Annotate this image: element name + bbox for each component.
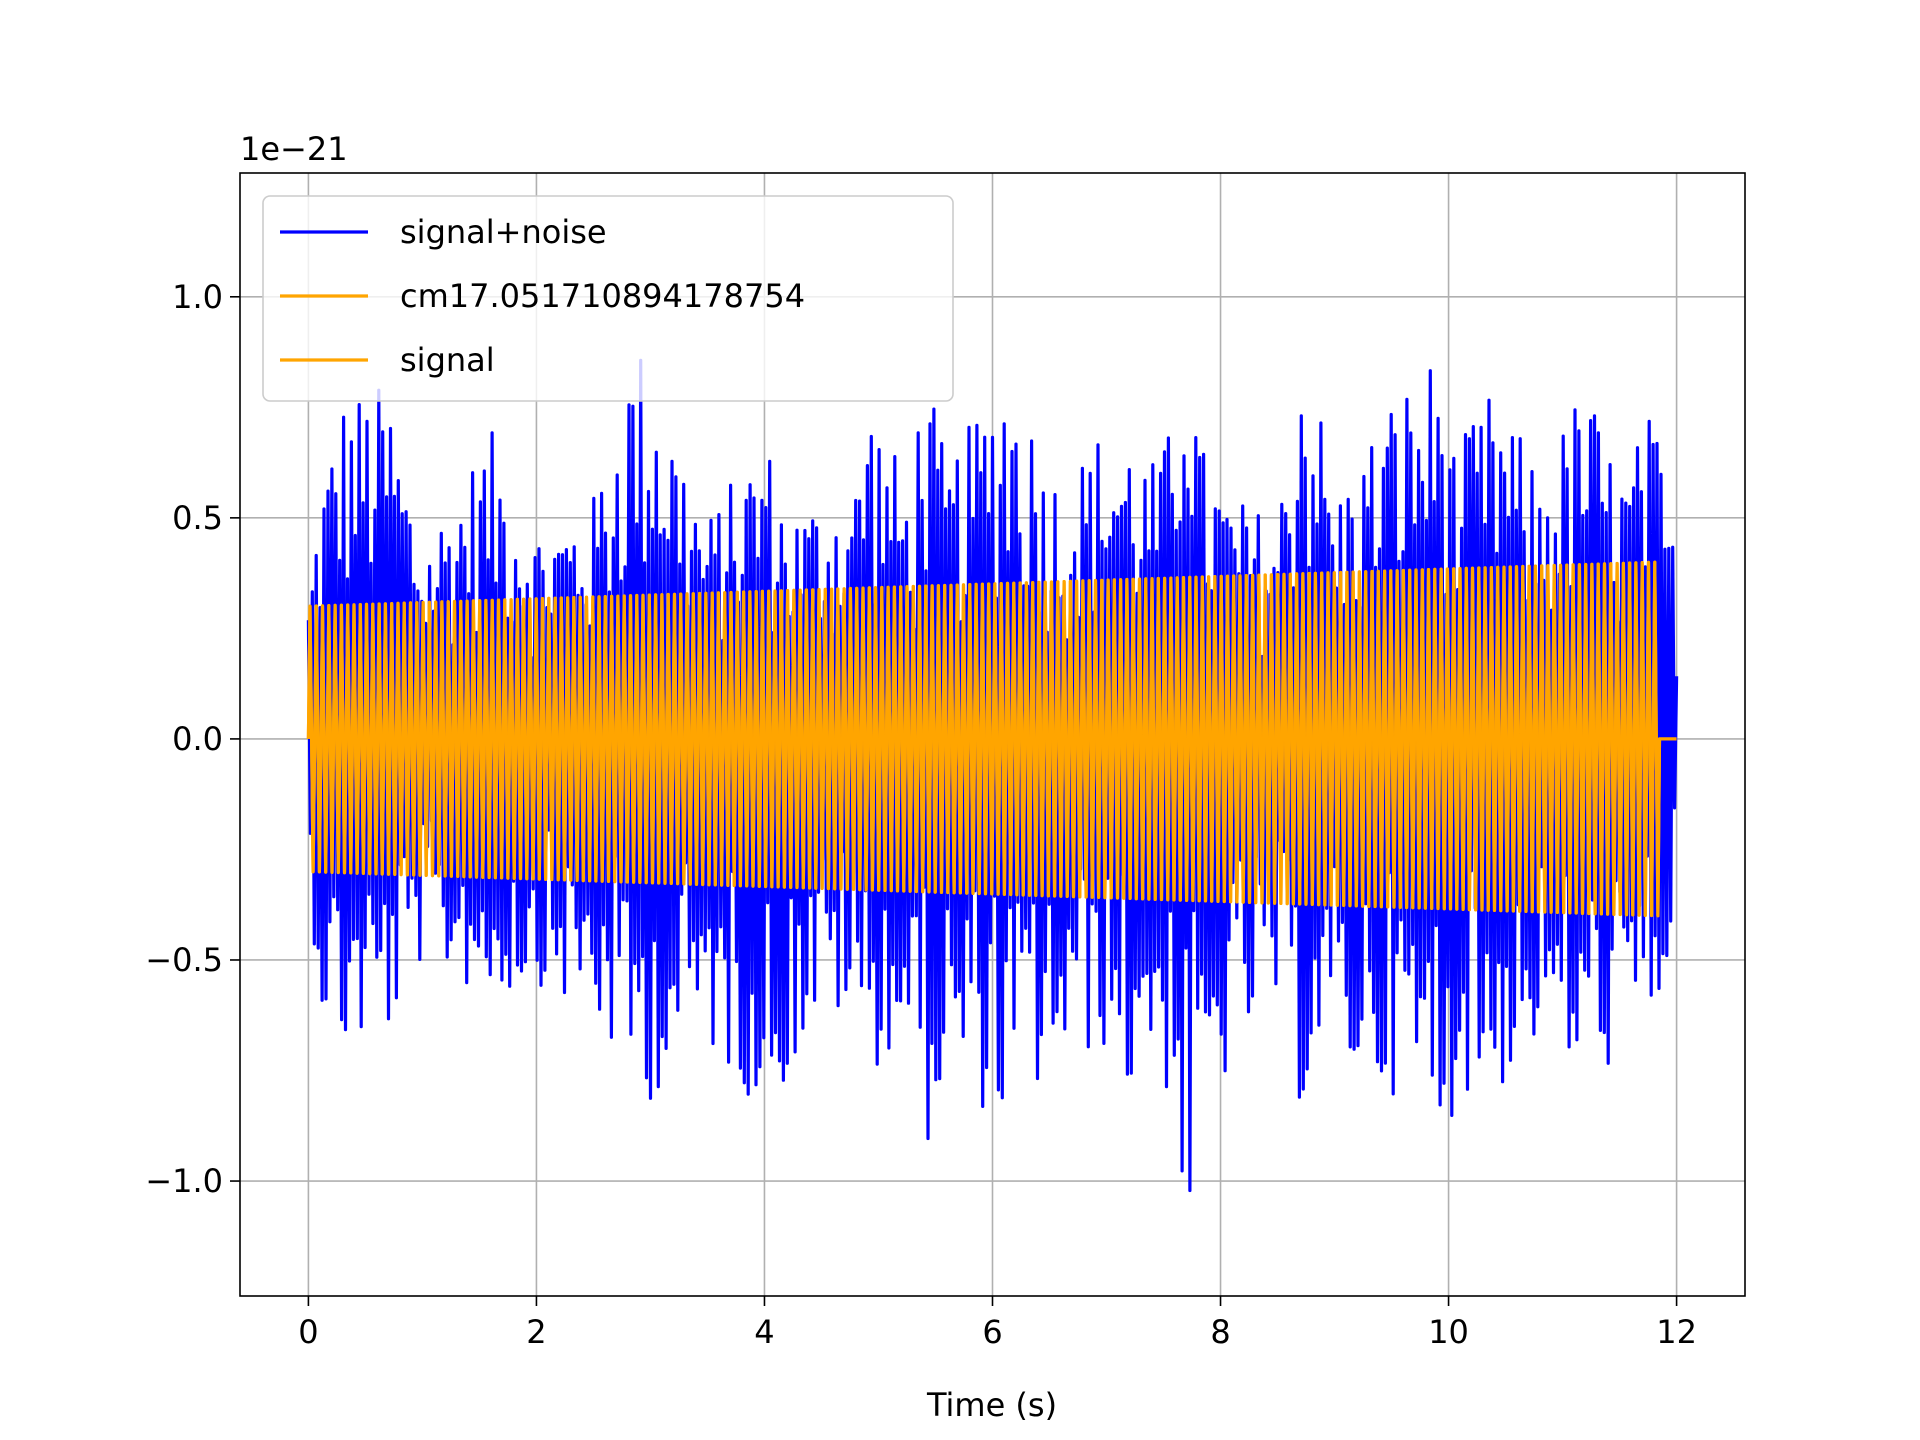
y-offset-label: 1e−21 bbox=[240, 130, 348, 168]
x-tick-label: 0 bbox=[298, 1313, 318, 1351]
legend-label: signal+noise bbox=[400, 213, 607, 251]
x-tick-label: 12 bbox=[1656, 1313, 1697, 1351]
x-tick-label: 10 bbox=[1428, 1313, 1469, 1351]
x-axis-label: Time (s) bbox=[926, 1386, 1057, 1424]
y-tick-label: 0.0 bbox=[172, 720, 223, 758]
legend-label: signal bbox=[400, 341, 495, 379]
series-signal-line bbox=[306, 560, 1677, 918]
y-axis-ticks: −1.0 −0.5 0.0 0.5 1.0 bbox=[145, 278, 240, 1200]
legend: signal+noise cm17.051710894178754 signal bbox=[262, 195, 954, 402]
y-tick-label: −0.5 bbox=[145, 941, 223, 979]
x-tick-label: 4 bbox=[754, 1313, 774, 1351]
y-tick-label: −1.0 bbox=[145, 1162, 223, 1200]
x-tick-label: 2 bbox=[526, 1313, 546, 1351]
legend-box bbox=[262, 195, 954, 402]
x-tick-label: 8 bbox=[1210, 1313, 1230, 1351]
legend-label: cm17.051710894178754 bbox=[400, 277, 805, 315]
y-tick-label: 1.0 bbox=[172, 278, 223, 316]
plot-area bbox=[306, 358, 1679, 1193]
series-lines bbox=[306, 358, 1679, 1193]
x-axis-ticks: 0 2 4 6 8 10 12 bbox=[298, 1296, 1697, 1351]
y-tick-label: 0.5 bbox=[172, 499, 223, 537]
x-tick-label: 6 bbox=[982, 1313, 1002, 1351]
